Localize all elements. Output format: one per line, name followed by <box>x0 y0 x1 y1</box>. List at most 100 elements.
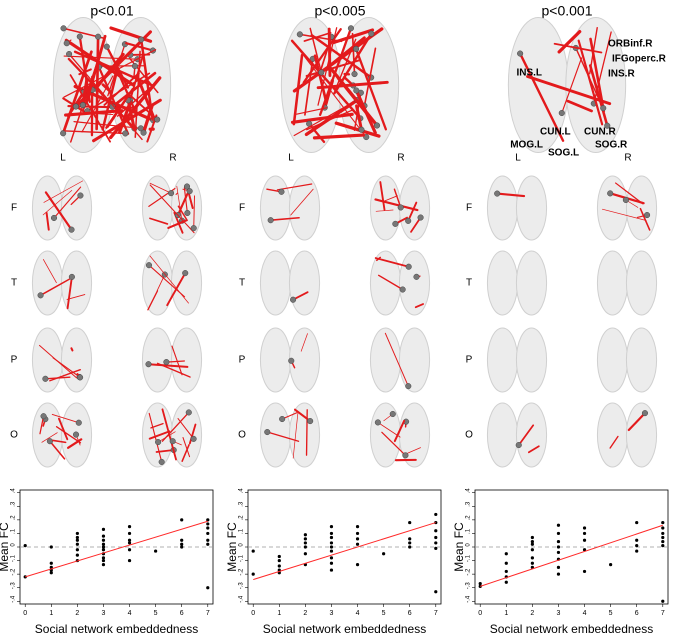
data-point <box>434 547 437 550</box>
node <box>47 438 53 444</box>
region-label: INS.L <box>516 68 542 79</box>
node <box>516 442 522 448</box>
x-tick-label: 6 <box>408 610 412 617</box>
node <box>418 215 424 221</box>
data-point <box>50 571 53 574</box>
node <box>406 264 412 270</box>
data-point <box>330 532 333 535</box>
data-point <box>635 521 638 524</box>
data-point <box>206 518 209 521</box>
data-point <box>206 586 209 589</box>
connection <box>71 348 72 350</box>
panel-title: p<0.01 <box>90 3 133 19</box>
node <box>123 131 129 137</box>
data-point <box>408 541 411 544</box>
brain <box>370 328 429 392</box>
data-point <box>102 528 105 531</box>
node <box>43 376 49 382</box>
y-tick-label: .4 <box>11 488 17 494</box>
data-point <box>76 548 79 551</box>
node <box>51 215 57 221</box>
node <box>494 191 500 197</box>
data-point <box>180 539 183 542</box>
hemisphere <box>626 176 656 240</box>
lobe-label: P <box>466 355 473 366</box>
hemisphere <box>626 251 656 315</box>
data-point <box>128 525 131 528</box>
node <box>170 438 176 444</box>
brain <box>260 403 319 467</box>
node <box>66 51 72 57</box>
data-point <box>609 563 612 566</box>
node <box>141 130 147 136</box>
panel-title: p<0.001 <box>542 3 593 19</box>
node <box>168 190 174 196</box>
node <box>517 51 523 57</box>
hemisphere-label: R <box>397 153 404 164</box>
hemisphere <box>626 328 656 392</box>
node <box>64 40 70 46</box>
x-tick-label: 7 <box>434 610 438 617</box>
node <box>164 359 170 365</box>
data-point <box>304 552 307 555</box>
brain <box>487 176 546 240</box>
x-tick-label: 4 <box>356 610 360 617</box>
hemisphere-label: L <box>288 153 294 164</box>
brain <box>597 176 656 240</box>
node <box>154 117 160 123</box>
y-tick-label: -.2 <box>239 568 245 576</box>
y-tick-label: .1 <box>11 528 17 534</box>
brain <box>281 18 398 153</box>
node <box>73 432 79 438</box>
hemisphere <box>399 251 429 315</box>
data-point <box>557 551 560 554</box>
hemisphere <box>516 176 546 240</box>
data-point <box>434 513 437 516</box>
y-tick-label: 0 <box>466 543 472 547</box>
data-point <box>102 539 105 542</box>
hemisphere <box>597 176 627 240</box>
hemisphere <box>171 251 201 315</box>
x-tick-label: 0 <box>478 610 482 617</box>
lobe-label: F <box>239 203 245 214</box>
brain <box>597 403 656 467</box>
brain <box>370 176 429 240</box>
x-tick-label: 2 <box>303 610 307 617</box>
lobe-label: F <box>466 203 472 214</box>
data-point <box>635 544 638 547</box>
hemisphere <box>370 328 400 392</box>
hemisphere-label: L <box>60 153 66 164</box>
brain <box>260 251 319 315</box>
lobe-label: T <box>239 278 245 289</box>
hemisphere <box>370 176 400 240</box>
hemisphere <box>597 403 627 467</box>
brain <box>32 403 91 467</box>
data-point <box>583 539 586 542</box>
data-point <box>635 539 638 542</box>
data-point <box>180 518 183 521</box>
data-point <box>531 548 534 551</box>
brain <box>597 251 656 315</box>
data-point <box>24 544 27 547</box>
data-point <box>434 541 437 544</box>
data-point <box>408 521 411 524</box>
region-label: ORBinf.R <box>608 39 653 50</box>
lobe-label: O <box>10 430 18 441</box>
node <box>185 210 191 216</box>
data-point <box>330 541 333 544</box>
brain <box>142 403 201 467</box>
data-point <box>557 573 560 576</box>
x-tick-label: 4 <box>128 610 132 617</box>
node <box>607 191 613 197</box>
y-tick-label: .2 <box>466 515 472 521</box>
region-label: MOG.L <box>510 140 543 151</box>
data-point <box>304 533 307 536</box>
node <box>354 88 360 94</box>
hemisphere <box>171 328 201 392</box>
node <box>191 436 197 442</box>
node <box>61 26 67 32</box>
brain <box>260 176 319 240</box>
hemisphere-label: R <box>624 153 631 164</box>
data-point <box>76 539 79 542</box>
